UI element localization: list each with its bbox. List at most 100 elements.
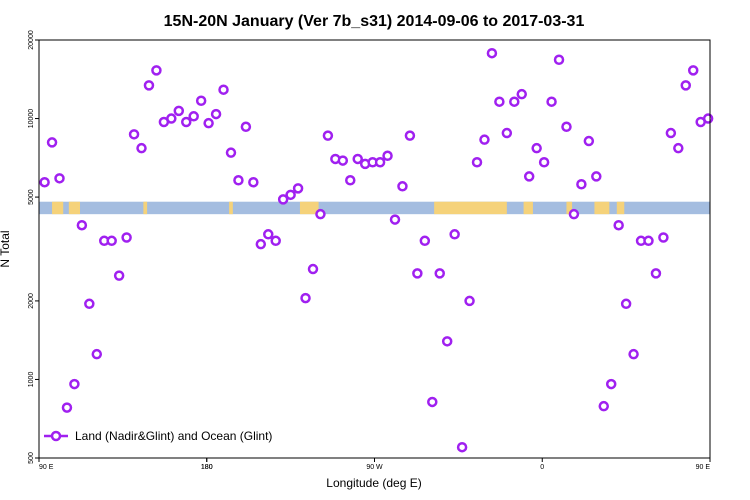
data-point [494,96,505,107]
data-point [561,121,572,133]
data-point [84,298,95,310]
data-point [345,175,356,186]
data-point [486,47,498,59]
data-point [591,171,602,182]
data-point [263,229,274,240]
data-point [382,150,393,162]
data-point [300,292,311,304]
plot-frame [38,39,711,459]
data-point [628,348,639,360]
data-point [76,219,88,231]
data-point [248,176,259,188]
data-point [501,127,513,139]
land-patch [68,201,81,215]
data-point [106,235,117,247]
data-point [277,194,289,205]
data-point [210,108,222,120]
x-tick-label: 0 [540,464,544,471]
data-point [233,175,244,186]
data-point [576,178,587,190]
data-point [166,113,177,124]
data-point [352,153,363,165]
y-tick-label: 1000 [28,372,35,388]
data-point [613,219,624,231]
data-point [337,155,349,166]
land-patch [143,201,148,215]
x-tick-label: 180 [201,464,213,471]
y-tick-label: 5000 [28,189,35,205]
data-point [509,96,520,107]
data-point [113,270,125,281]
data-point [285,189,296,201]
data-point [434,268,445,279]
y-axis-label: N Total [0,230,12,267]
data-point [419,235,431,247]
data-point [315,208,326,220]
data-point [374,156,386,168]
data-point [479,134,490,145]
data-point [54,173,65,184]
data-point [665,127,677,139]
y-tick-label: 500 [28,452,35,464]
land-patch [523,201,533,215]
legend: Land (Nadir&Glint) and Ocean (Glint) [44,429,272,443]
y-tick-label: 20000 [28,30,35,50]
data-point [680,80,692,91]
data-point [240,121,252,133]
data-point [441,336,453,347]
x-tick-label: 180 [201,464,213,471]
data-point [218,84,229,95]
land-patch [594,201,610,215]
data-point [61,402,73,413]
ocean-band [39,201,710,215]
data-point [546,96,557,107]
data-point [538,156,550,168]
data-point [46,137,58,148]
data-point [389,214,401,225]
land-patch [616,201,625,215]
data-point [449,229,460,240]
data-point [673,142,684,154]
x-tick-label: 90 E [696,464,711,471]
data-point [39,176,50,188]
data-point [427,396,438,408]
data-point [531,142,542,154]
data-point [255,238,267,250]
data-point [307,263,319,275]
data-point [91,348,103,360]
data-point [136,142,147,154]
data-point [650,268,662,279]
data-point [188,111,199,122]
data-point [121,232,132,243]
data-point [598,400,610,412]
data-point [568,208,580,220]
data-point [553,54,565,66]
data-point [128,129,140,140]
data-point [516,88,527,100]
data-points [39,47,714,453]
land-patch [566,201,573,215]
data-point [471,156,483,168]
data-point [322,130,334,141]
data-point [225,147,237,158]
data-point [397,181,408,192]
y-tick-label: 2000 [28,293,35,309]
data-point [605,378,617,390]
data-point [151,65,162,76]
x-tick-label: 90 E [39,464,54,471]
data-point [464,295,475,307]
land-patch [52,201,64,215]
legend-marker-swatch [50,430,62,442]
data-point [195,95,207,107]
data-point [180,116,192,128]
data-point [292,183,304,194]
map-band [39,201,710,215]
y-tick-label: 10000 [28,109,35,129]
data-point [658,232,669,243]
data-point [173,105,185,117]
data-point [583,135,595,147]
data-point [456,441,468,453]
data-point [270,235,281,247]
